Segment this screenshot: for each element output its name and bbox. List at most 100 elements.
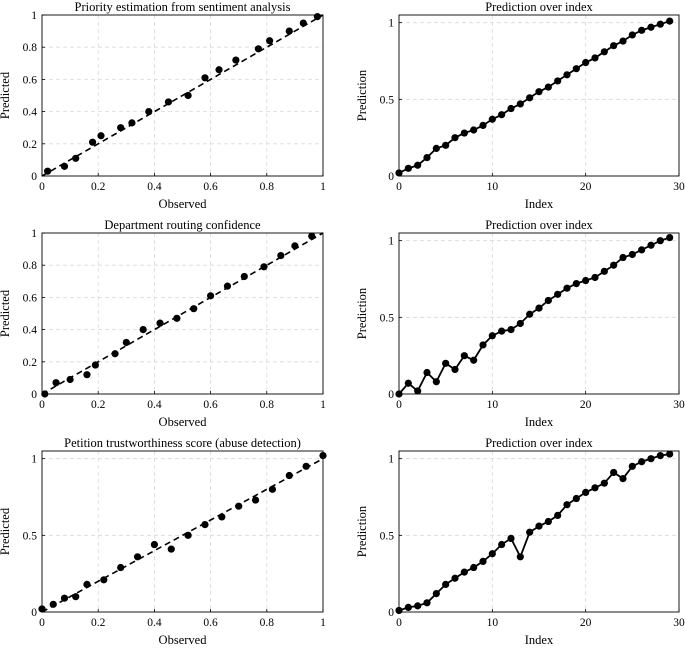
data-point — [60, 162, 69, 170]
data-point — [41, 390, 49, 398]
data-point — [299, 19, 307, 27]
data-point — [52, 379, 60, 387]
data-point — [432, 590, 440, 598]
data-point — [638, 26, 646, 34]
data-point — [260, 263, 268, 271]
y-axis-label: Prediction — [355, 287, 369, 339]
data-point — [498, 111, 506, 119]
x-tick-label: 20 — [580, 399, 592, 411]
data-point — [544, 517, 552, 526]
y-tick-label: 0 — [388, 389, 394, 401]
data-point — [44, 167, 52, 175]
data-point — [582, 58, 590, 67]
y-tick-label: 1 — [388, 18, 394, 30]
data-point — [254, 45, 262, 53]
series-line — [398, 453, 670, 612]
data-point — [190, 305, 198, 313]
data-point — [235, 502, 243, 510]
data-point — [479, 557, 487, 566]
data-point — [432, 378, 440, 386]
data-point — [72, 154, 80, 162]
data-point — [128, 119, 136, 127]
data-point — [535, 88, 543, 96]
data-point — [451, 574, 459, 582]
data-point — [544, 296, 552, 305]
x-tick-label: 0.8 — [260, 617, 275, 629]
data-point — [223, 282, 232, 290]
y-tick-label: 0 — [388, 607, 394, 619]
data-point — [277, 251, 285, 260]
data-point — [460, 568, 468, 576]
data-point — [619, 37, 627, 45]
data-point — [488, 115, 496, 123]
plot-frame — [41, 232, 324, 395]
data-point — [150, 540, 158, 549]
data-point — [145, 108, 153, 116]
data-point — [442, 359, 450, 367]
data-point — [395, 390, 403, 398]
data-point — [442, 141, 450, 149]
data-point — [285, 471, 293, 480]
data-point — [291, 242, 299, 250]
data-point — [591, 273, 599, 282]
x-tick-label: 0.2 — [91, 181, 106, 193]
data-point — [516, 319, 524, 328]
data-point — [97, 132, 105, 140]
x-axis-label: Index — [525, 633, 554, 647]
y-tick-label: 0.8 — [23, 42, 38, 54]
data-point — [647, 241, 655, 249]
panel-trustworthiness-scatter: 0 0.2 0.4 0.6 0.8 1 0 0.5 1 Petition trustworthin… — [0, 436, 327, 647]
data-point — [516, 100, 524, 108]
x-tick-label: 10 — [487, 181, 499, 193]
data-point — [319, 452, 327, 460]
data-point — [423, 599, 431, 607]
data-point — [460, 129, 468, 137]
data-point — [656, 237, 664, 245]
chart-title: Prediction over index — [485, 436, 593, 450]
x-tick-label: 0 — [39, 181, 45, 193]
x-tick-label: 0 — [39, 617, 45, 629]
panel-priority-scatter: 0 0.2 0.4 0.6 0.8 1 0 0.2 0.4 0.6 0.8 1 Priority est… — [0, 0, 326, 211]
data-point — [218, 513, 226, 521]
data-point — [610, 261, 618, 269]
x-axis-label: Index — [525, 197, 554, 211]
y-axis-label: Prediction — [355, 69, 369, 121]
data-point — [479, 121, 487, 129]
data-point — [313, 13, 321, 21]
plot-frame — [398, 450, 680, 613]
chart-title: Priority estimation from sentiment analy… — [75, 0, 291, 14]
data-point — [139, 326, 147, 334]
data-point — [656, 452, 664, 460]
data-point — [610, 42, 618, 50]
data-point — [488, 550, 496, 558]
data-point — [266, 37, 274, 45]
x-tick-label: 0.6 — [203, 181, 218, 193]
data-point — [572, 494, 580, 503]
data-point — [507, 326, 515, 334]
data-point — [164, 98, 173, 106]
y-tick-label: 0.5 — [380, 312, 395, 324]
x-tick-label: 30 — [673, 181, 685, 193]
data-point — [395, 169, 403, 177]
x-axis-label: Observed — [159, 415, 208, 429]
data-point — [133, 553, 142, 561]
data-point — [638, 246, 646, 254]
x-tick-label: 1 — [320, 181, 326, 193]
y-tick-label: 1 — [31, 454, 37, 466]
plot-frame — [41, 450, 324, 613]
y-tick-label: 0 — [31, 389, 37, 401]
data-point — [470, 126, 478, 134]
data-point — [404, 379, 412, 387]
x-tick-label: 0.8 — [260, 399, 275, 411]
data-point — [628, 462, 636, 470]
data-point — [563, 501, 571, 509]
data-point — [100, 576, 108, 584]
data-point — [666, 234, 674, 242]
data-point — [117, 124, 125, 132]
y-axis-label: Predicted — [0, 507, 12, 555]
chart-title: Petition trustworthiness score (abuse de… — [64, 436, 301, 450]
data-point — [167, 545, 175, 553]
data-point — [404, 164, 412, 172]
reference-line — [41, 232, 324, 395]
